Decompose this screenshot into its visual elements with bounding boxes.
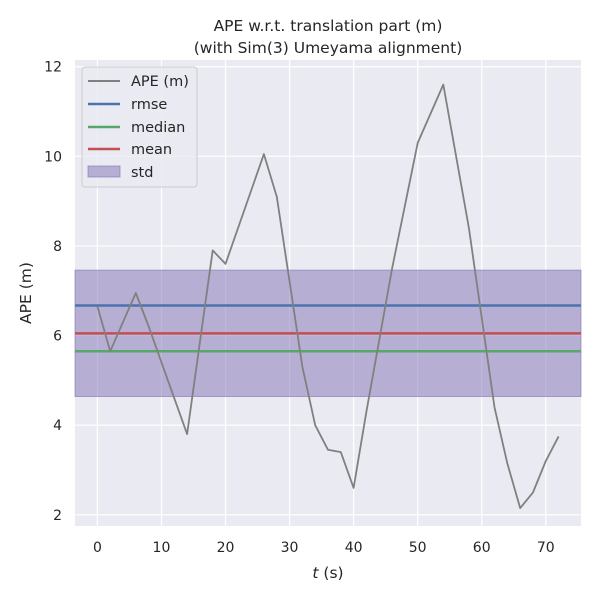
legend-std-swatch — [87, 165, 121, 178]
x-axis-label: t (s) — [312, 564, 343, 582]
series-layer — [96, 83, 560, 510]
ape-series-line — [96, 83, 560, 510]
x-tick-labels: 0 10 20 30 40 50 60 70 — [93, 540, 555, 556]
y-tick-label: 10 — [44, 149, 62, 165]
x-tick-label: 70 — [537, 540, 555, 556]
legend-median-label: median — [131, 120, 185, 136]
legend-std-label: std — [131, 165, 153, 181]
x-tick-label: 10 — [153, 540, 171, 556]
y-tick-labels: 2 4 6 8 10 12 — [44, 60, 62, 524]
legend-box — [81, 66, 198, 188]
x-tick-label: 0 — [93, 540, 102, 556]
legend-ape-label: APE (m) — [131, 74, 189, 90]
legend: APE (m) rmse median mean std — [81, 66, 198, 188]
y-tick-label: 8 — [53, 239, 62, 255]
x-tick-label: 40 — [345, 540, 363, 556]
x-tick-label: 60 — [473, 540, 491, 556]
x-tick-label: 50 — [409, 540, 427, 556]
x-tick-label: 30 — [281, 540, 299, 556]
legend-mean-label: mean — [131, 142, 172, 158]
chart-title: APE w.r.t. translation part (m) — [214, 17, 443, 35]
stat-lines-layer — [75, 304, 581, 353]
x-axis-label-var: t — [312, 564, 319, 582]
y-tick-label: 12 — [44, 60, 62, 76]
chart-subtitle: (with Sim(3) Umeyama alignment) — [194, 39, 463, 57]
y-tick-label: 4 — [53, 418, 62, 434]
y-tick-label: 6 — [53, 329, 62, 345]
x-tick-label: 20 — [217, 540, 235, 556]
y-tick-label: 2 — [53, 508, 62, 524]
y-axis-label: APE (m) — [17, 262, 35, 324]
legend-rmse-label: rmse — [131, 97, 167, 113]
x-axis-label-unit: (s) — [318, 564, 343, 582]
